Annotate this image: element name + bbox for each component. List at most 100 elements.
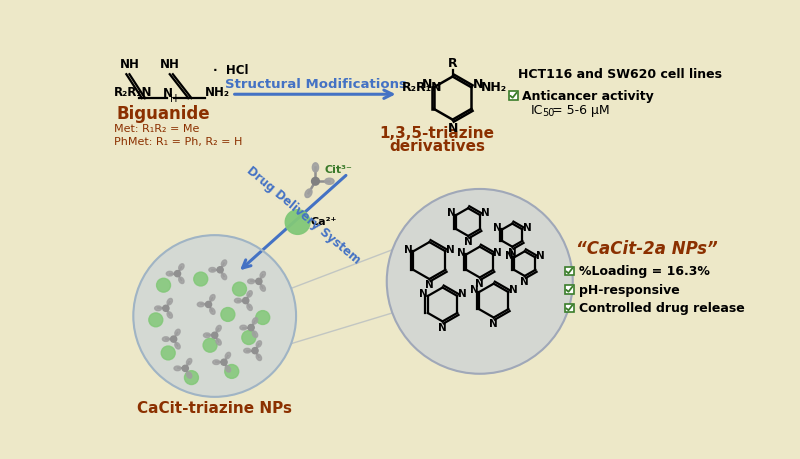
Circle shape [211,332,218,339]
Text: NH: NH [119,58,139,71]
Text: N: N [425,280,434,290]
Text: N: N [505,250,514,260]
Ellipse shape [260,285,266,291]
Ellipse shape [167,312,173,319]
Text: Controlled drug release: Controlled drug release [579,302,745,315]
Text: N: N [494,247,502,257]
Ellipse shape [174,366,181,371]
Text: N: N [447,208,456,218]
Circle shape [242,331,256,345]
Text: NH: NH [160,58,180,71]
Text: N: N [520,277,529,287]
Text: PhMet: R₁ = Ph, R₂ = H: PhMet: R₁ = Ph, R₂ = H [114,136,242,146]
Ellipse shape [216,325,222,332]
Text: N: N [490,318,498,328]
Text: R₂R₁N: R₂R₁N [402,80,442,94]
Circle shape [252,348,258,354]
Ellipse shape [222,274,226,280]
Circle shape [248,325,254,331]
Text: 50: 50 [542,108,554,118]
Circle shape [134,235,296,397]
Ellipse shape [198,302,204,307]
Text: H: H [170,94,178,104]
Ellipse shape [166,272,174,276]
Ellipse shape [186,358,192,365]
Text: N: N [464,237,473,247]
Text: N: N [473,78,483,91]
Text: N: N [475,278,484,288]
Circle shape [162,346,175,360]
Ellipse shape [186,372,192,378]
Text: Anticancer activity: Anticancer activity [522,90,654,103]
Text: N: N [422,78,432,91]
Ellipse shape [178,278,184,284]
Text: N: N [536,250,545,260]
Text: N: N [458,289,466,299]
Text: Met: R₁R₂ = Me: Met: R₁R₂ = Me [114,124,199,134]
Text: Cit³⁻: Cit³⁻ [325,165,353,174]
Ellipse shape [240,325,247,330]
Text: N: N [447,122,458,134]
Circle shape [221,308,235,322]
Ellipse shape [256,354,262,361]
Ellipse shape [256,341,262,347]
Circle shape [221,359,227,365]
Text: “CaCit-2a NPs”: “CaCit-2a NPs” [576,239,718,257]
Ellipse shape [167,299,173,305]
Text: Structural Modifications: Structural Modifications [225,78,406,90]
Text: N: N [493,222,502,232]
Circle shape [286,210,310,235]
Ellipse shape [247,291,252,297]
Bar [565,304,574,313]
Ellipse shape [178,264,184,271]
Circle shape [311,178,319,186]
Text: IC: IC [531,103,543,117]
Ellipse shape [203,333,210,338]
Ellipse shape [226,366,230,372]
Ellipse shape [162,337,170,341]
Ellipse shape [312,163,318,173]
Ellipse shape [248,280,254,284]
Text: N: N [481,208,490,218]
Ellipse shape [210,308,215,315]
Text: N: N [438,322,447,332]
Text: Ca²⁺: Ca²⁺ [310,216,337,226]
Ellipse shape [252,331,258,338]
Circle shape [174,271,181,277]
Ellipse shape [305,190,312,198]
Text: NH₂: NH₂ [205,86,230,99]
Text: ·  HCl: · HCl [213,63,249,77]
Ellipse shape [216,339,222,345]
Circle shape [256,279,262,285]
Ellipse shape [252,318,258,325]
Ellipse shape [175,330,180,336]
Text: R₂R₁N: R₂R₁N [114,86,153,99]
Circle shape [182,365,188,372]
Circle shape [149,313,162,327]
Text: NH₂: NH₂ [481,80,507,94]
Bar [565,267,574,275]
Text: N: N [418,289,427,299]
Text: Drug Delivery System: Drug Delivery System [244,164,362,266]
Text: %Loading = 16.3%: %Loading = 16.3% [579,265,710,278]
Text: N: N [522,222,531,232]
Circle shape [386,190,573,374]
Bar [565,285,574,294]
Ellipse shape [234,299,242,303]
Text: HCT116 and SW620 cell lines: HCT116 and SW620 cell lines [518,68,722,81]
Text: pH-responsive: pH-responsive [579,283,680,296]
Text: derivatives: derivatives [389,138,485,153]
Ellipse shape [222,260,226,267]
Circle shape [206,302,211,308]
Ellipse shape [210,295,215,302]
Ellipse shape [209,268,216,273]
Circle shape [203,339,217,353]
Text: N: N [470,285,478,295]
Circle shape [233,282,246,297]
Text: N: N [404,244,413,254]
Circle shape [225,365,238,379]
Circle shape [170,336,177,342]
Text: = 5-6 μM: = 5-6 μM [548,103,610,117]
Text: N: N [162,87,173,100]
Circle shape [185,371,198,385]
